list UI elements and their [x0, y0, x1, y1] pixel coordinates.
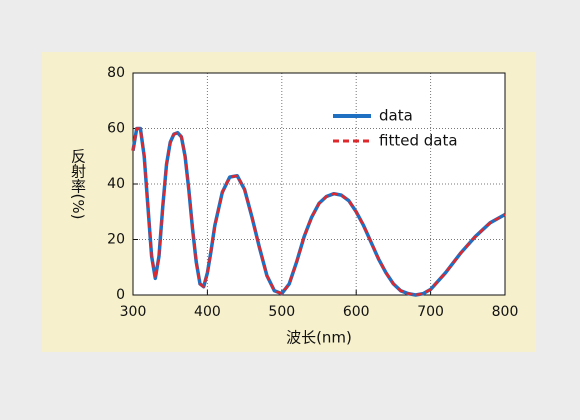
x-tick-label: 800 — [492, 304, 519, 320]
x-tick-label: 500 — [268, 304, 295, 320]
y-tick-label: 40 — [107, 176, 125, 192]
x-tick-label: 700 — [417, 304, 444, 320]
y-axis-label: 反射率(%) — [69, 149, 87, 220]
x-tick-label: 600 — [343, 304, 370, 320]
y-tick-label: 0 — [116, 287, 125, 303]
x-axis-label: 波长(nm) — [286, 329, 352, 347]
x-tick-label: 400 — [194, 304, 221, 320]
legend-label: fitted data — [379, 132, 458, 150]
plot-frame — [132, 72, 506, 296]
y-tick-label: 60 — [107, 121, 125, 137]
series-line — [131, 127, 506, 297]
y-tick-label: 20 — [107, 232, 125, 248]
legend-label: data — [379, 107, 413, 125]
y-tick-label: 80 — [107, 65, 125, 81]
x-tick-label: 300 — [120, 304, 147, 320]
y-axis-label-text: 反射率(%) — [69, 149, 87, 220]
